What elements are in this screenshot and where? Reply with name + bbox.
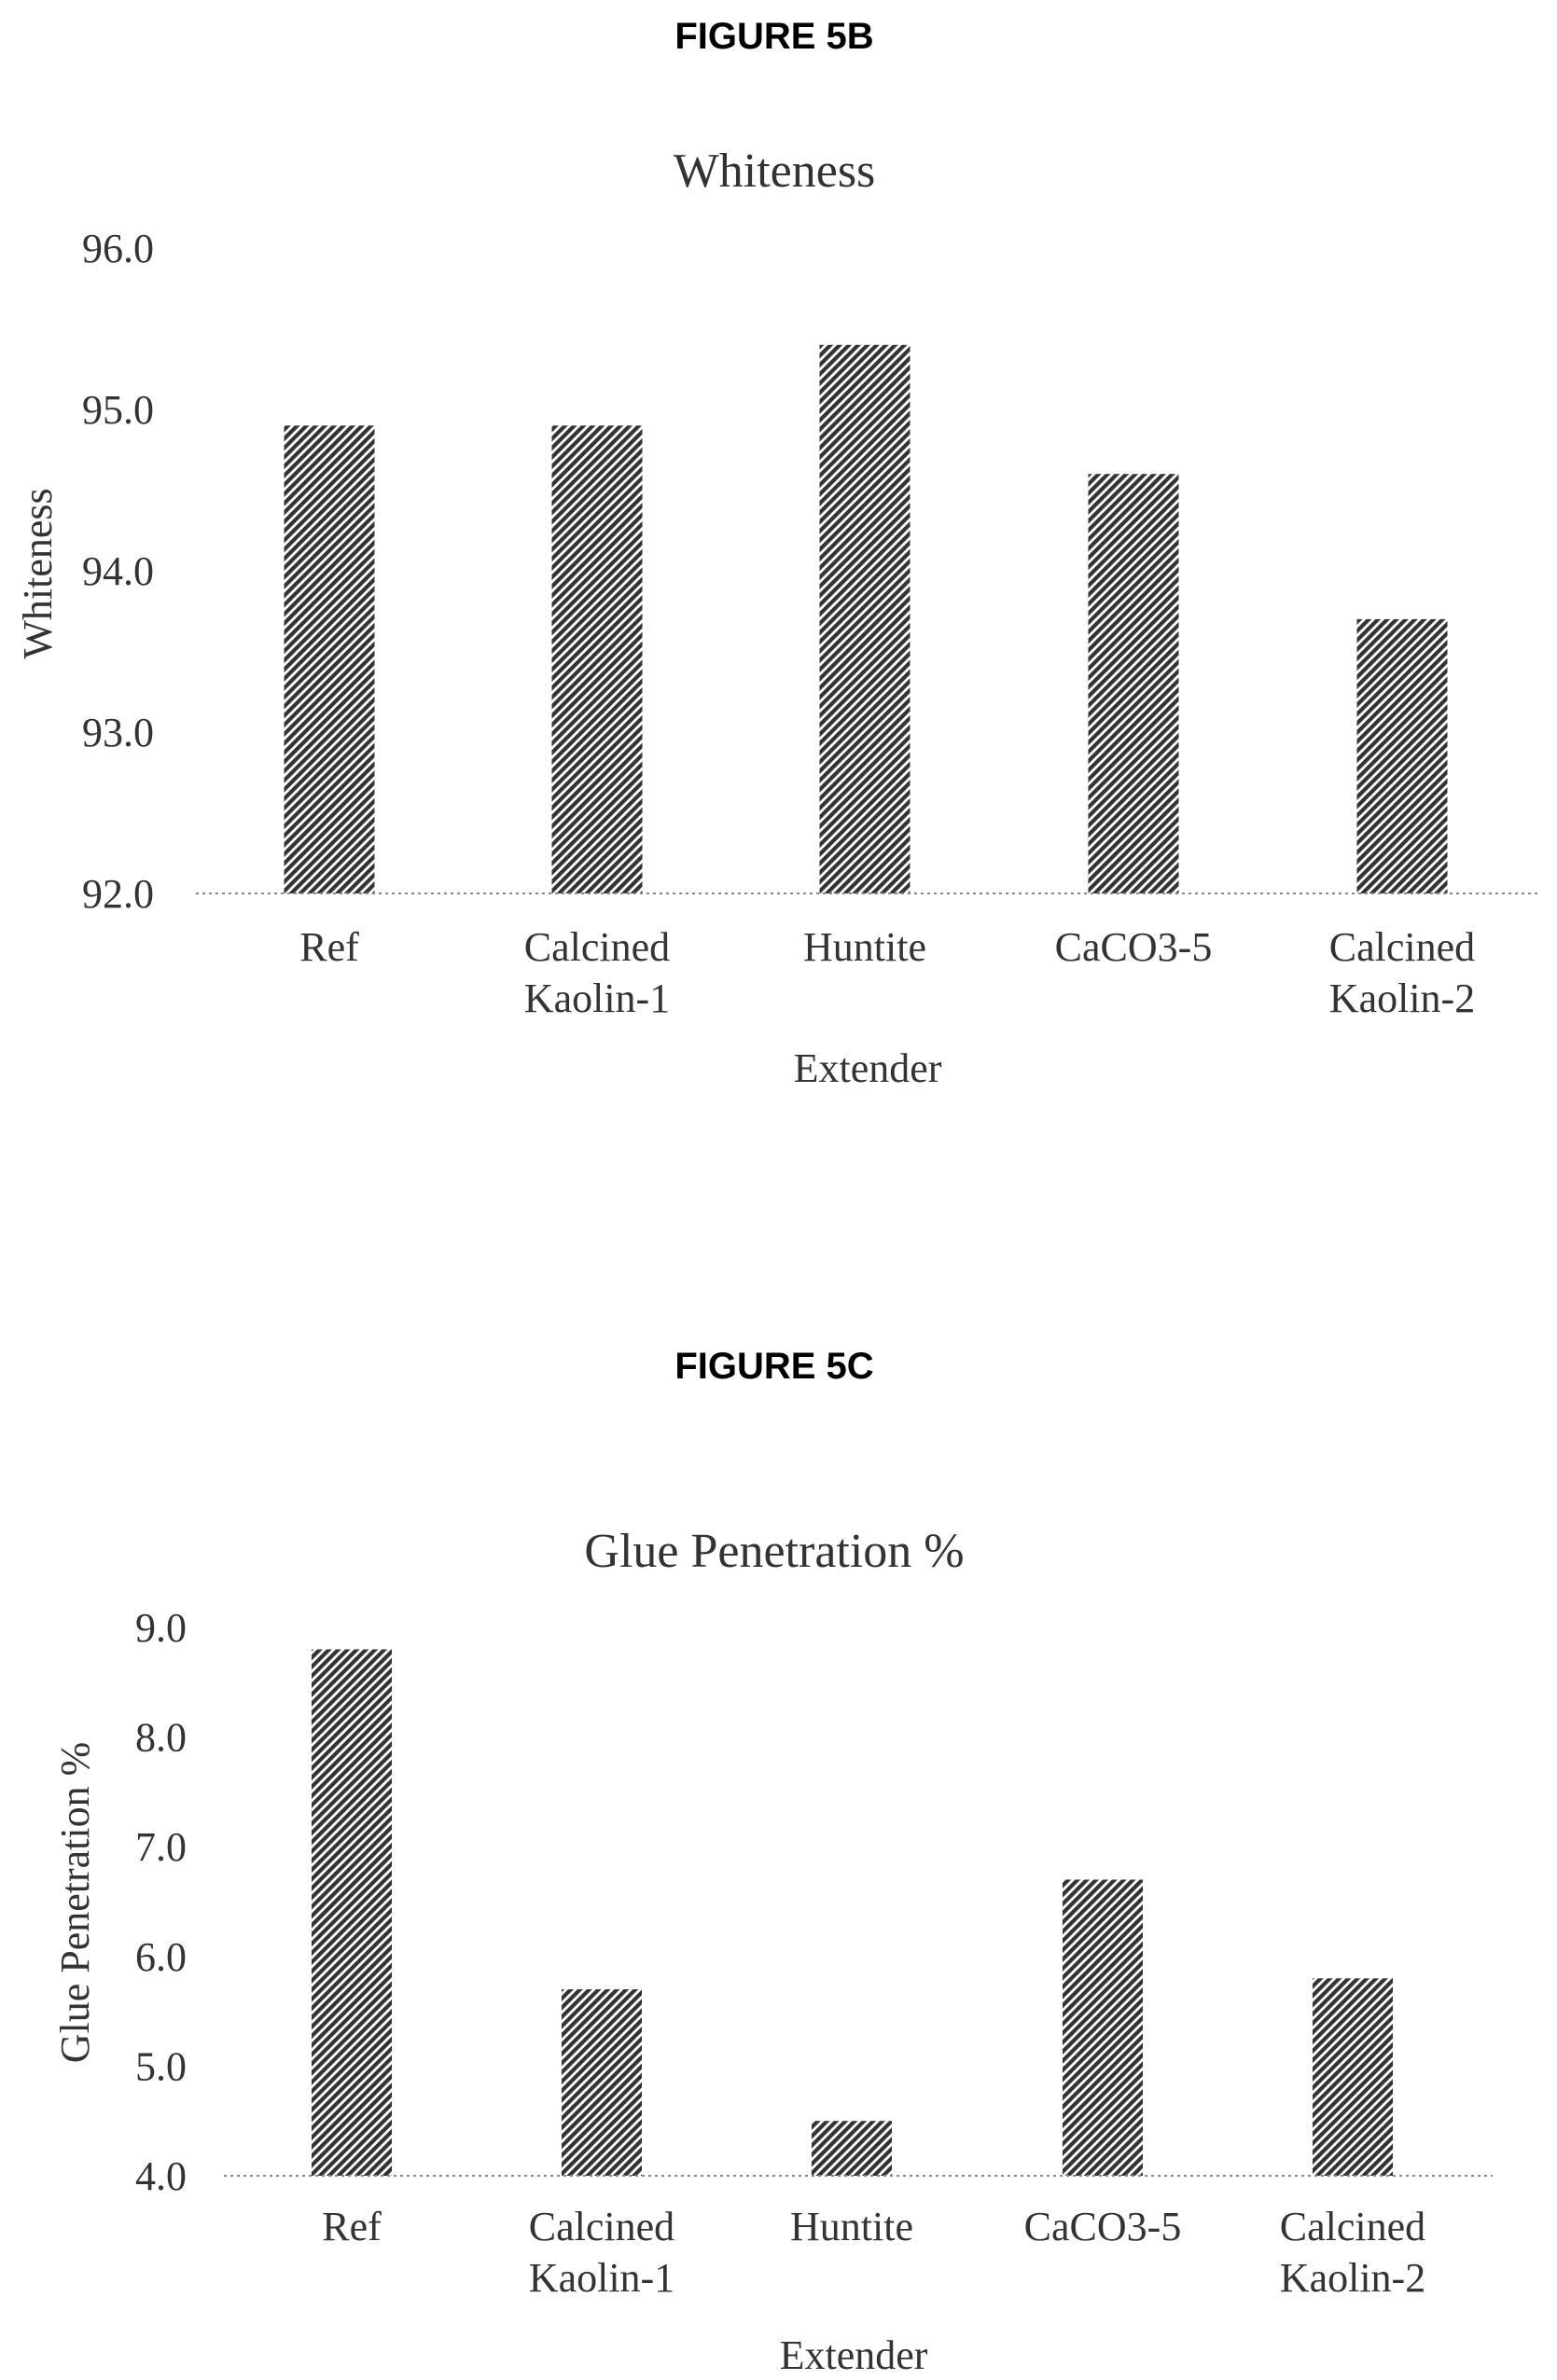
bar-calcined-kaolin-1 xyxy=(551,425,643,893)
y-tick-label: 7.0 xyxy=(135,1824,187,1870)
x-category-label: Calcined Kaolin-2 xyxy=(1280,2204,1425,2301)
y-tick-label: 96.0 xyxy=(82,226,154,271)
x-category-line: Kaolin-1 xyxy=(524,976,670,1021)
bar-calcined-kaolin-1 xyxy=(562,1989,642,2176)
bar-calcined-kaolin-2 xyxy=(1313,1978,1393,2176)
x-category-line: Calcined xyxy=(1329,924,1475,970)
whiteness-chart: FIGURE 5B Whiteness Whiteness Extender 9… xyxy=(15,16,1539,1091)
y-tick-label: 93.0 xyxy=(82,710,154,755)
x-category-label: CaCO3-5 xyxy=(1055,924,1213,970)
bar-caco3-5 xyxy=(1063,1879,1143,2176)
y-tick-label: 4.0 xyxy=(135,2153,187,2199)
x-category-label: Huntite xyxy=(790,2204,913,2249)
x-category-line: CaCO3-5 xyxy=(1055,924,1213,970)
bar-caco3-5 xyxy=(1088,474,1179,893)
y-tick-label: 6.0 xyxy=(135,1934,187,1980)
bar-huntite xyxy=(819,344,911,893)
x-category-label: Calcined Kaolin-2 xyxy=(1329,924,1475,1021)
x-category-line: Ref xyxy=(322,2204,382,2249)
y-tick-label: 95.0 xyxy=(82,387,154,433)
x-axis-title: Extender xyxy=(780,2332,928,2378)
figure-5c-label: FIGURE 5C xyxy=(674,1346,873,1387)
x-category-line: Kaolin-1 xyxy=(529,2255,674,2301)
x-category-line: CaCO3-5 xyxy=(1024,2204,1182,2249)
x-category-label: CaCO3-5 xyxy=(1024,2204,1182,2249)
x-category-label: Calcined Kaolin-1 xyxy=(524,924,670,1021)
x-category-label: Ref xyxy=(299,924,359,970)
x-axis-title: Extender xyxy=(794,1045,942,1091)
x-category-line: Huntite xyxy=(790,2204,913,2249)
x-category-line: Kaolin-2 xyxy=(1329,976,1475,1021)
y-tick-label: 92.0 xyxy=(82,871,154,917)
figure-5b-label: FIGURE 5B xyxy=(674,16,873,57)
y-tick-label: 9.0 xyxy=(135,1605,187,1651)
x-category-label: Calcined Kaolin-1 xyxy=(529,2204,674,2301)
y-tick-label: 5.0 xyxy=(135,2043,187,2089)
chart-title: Whiteness xyxy=(674,145,876,198)
chart-title: Glue Penetration % xyxy=(584,1525,964,1578)
y-tick-label: 8.0 xyxy=(135,1715,187,1761)
x-category-label: Ref xyxy=(322,2204,382,2249)
bar-huntite xyxy=(812,2121,892,2176)
bar-ref xyxy=(284,425,375,893)
x-category-line: Calcined xyxy=(524,924,670,970)
x-category-line: Ref xyxy=(299,924,359,970)
y-tick-label: 94.0 xyxy=(82,548,154,594)
x-category-line: Kaolin-2 xyxy=(1280,2255,1425,2301)
glue-penetration-chart: FIGURE 5C Glue Penetration % Glue Penetr… xyxy=(52,1346,1493,2378)
bar-calcined-kaolin-2 xyxy=(1356,618,1448,893)
y-axis-title: Glue Penetration % xyxy=(52,1742,98,2064)
bar-ref xyxy=(312,1649,392,2176)
y-axis-title: Whiteness xyxy=(15,488,61,658)
x-category-line: Calcined xyxy=(529,2204,674,2249)
x-category-line: Calcined xyxy=(1280,2204,1425,2249)
x-category-line: Huntite xyxy=(803,924,926,970)
x-category-label: Huntite xyxy=(803,924,926,970)
